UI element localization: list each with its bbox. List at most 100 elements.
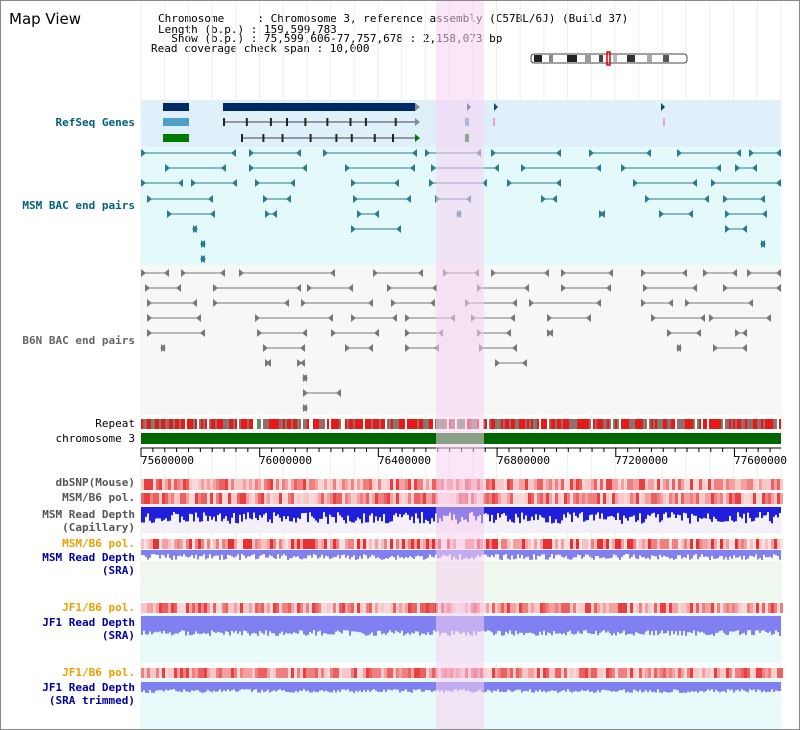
polymorphism-cell [510,493,513,504]
track-label-dbsnp[interactable]: dbSNP(Mouse) [55,476,135,489]
depth-bar [747,682,749,693]
depth-bar [347,507,349,516]
depth-bar [243,682,245,690]
polymorphism-cell [537,539,540,549]
bac-end-marker [147,195,152,203]
track-label-jf1-depth-trimmed[interactable]: JF1 Read Depth [42,681,135,694]
polymorphism-cell [333,493,336,504]
depth-bar [211,682,213,693]
depth-bar [297,682,299,693]
page-title: Map View [9,10,82,28]
repeat-element [771,419,773,429]
depth-bar [201,550,203,557]
depth-bar [243,616,245,631]
polymorphism-cell [288,603,291,613]
track-label-msm-depth-sra[interactable]: MSM Read Depth [42,551,135,564]
track-label-jf1-depth-sra[interactable]: JF1 Read Depth [42,616,135,629]
depth-bar [689,507,691,524]
polymorphism-cell [141,603,144,613]
track-label-msm-bac[interactable]: MSM BAC end pairs [22,199,135,212]
track-label-jf1-b6-pol-2[interactable]: JF1/B6 pol. [62,666,135,679]
polymorphism-cell [336,539,339,549]
refseq-genes-track[interactable] [163,103,665,142]
depth-bar [529,550,531,560]
track-label-jf1-b6-pol[interactable]: JF1/B6 pol. [62,601,135,614]
repeat-element [685,419,687,429]
track-label-b6n-bac[interactable]: B6N BAC end pairs [22,334,135,347]
depth-bar [687,507,689,519]
polymorphism-cell [657,539,660,549]
depth-bar [341,682,343,690]
depth-bar [215,616,217,634]
depth-bar [237,682,239,692]
depth-bar [263,682,265,693]
depth-bar [497,550,499,555]
polymorphism-cell [672,603,675,613]
depth-bar [657,507,659,515]
depth-bar [381,507,383,522]
bac-end-marker [351,225,356,233]
bac-end-marker [709,314,714,322]
depth-bar [485,550,487,555]
depth-bar [321,616,323,636]
depth-bar [633,507,635,516]
polymorphism-cell [489,668,492,678]
track-label-refseq[interactable]: RefSeq Genes [55,116,135,129]
depth-bar [601,682,603,691]
polymorphism-cell [174,603,177,613]
polymorphism-cell [345,668,348,678]
polymorphism-cell [549,479,552,490]
depth-bar [631,616,633,635]
polymorphism-cell [507,603,510,613]
depth-bar [181,616,183,631]
depth-bar [551,616,553,636]
polymorphism-cell [279,603,282,613]
repeat-element [355,419,357,429]
polymorphism-cell [195,479,198,490]
depth-bar [773,550,775,555]
depth-bar [421,616,423,634]
depth-bar [691,682,693,692]
depth-bar [777,682,779,692]
polymorphism-cell [771,479,774,490]
track-label-msm-b6-pol-2[interactable]: MSM/B6 pol. [62,537,135,550]
depth-bar [625,682,627,693]
depth-bar [319,682,321,691]
repeat-element [209,419,211,429]
depth-bar [415,550,417,557]
polymorphism-cell [528,668,531,678]
depth-bar [509,550,511,560]
depth-bar [257,682,259,693]
depth-bar [199,550,201,557]
polymorphism-cell [540,493,543,504]
polymorphism-cell [675,603,678,613]
depth-bar [757,507,759,518]
bac-end-marker [373,269,378,277]
depth-bar [637,616,639,634]
bac-end-marker [302,329,307,337]
depth-bar [175,616,177,634]
depth-bar [143,550,145,556]
polymorphism-cell [537,479,540,490]
track-label-msm-depth-sra-sub: (SRA) [101,564,135,577]
polymorphism-cell [375,603,378,613]
polymorphism-cell [360,603,363,613]
polymorphism-cell [411,668,414,678]
depth-bar [767,682,769,692]
bac-end-marker [742,329,747,337]
repeat-element [427,419,429,429]
depth-bar [559,507,561,524]
track-label-msm-depth-capillary[interactable]: MSM Read Depth [42,508,135,521]
depth-bar [569,507,571,515]
depth-bar [625,616,627,636]
chromosome-ideogram-icon[interactable] [530,51,688,66]
depth-bar [647,550,649,558]
depth-bar [643,507,645,523]
track-label-msm-b6-pol[interactable]: MSM/B6 pol. [62,491,135,504]
depth-bar [371,550,373,555]
polymorphism-cell [588,668,591,678]
polymorphism-cell [396,479,399,490]
depth-bar [633,616,635,636]
repeat-element [583,419,585,429]
